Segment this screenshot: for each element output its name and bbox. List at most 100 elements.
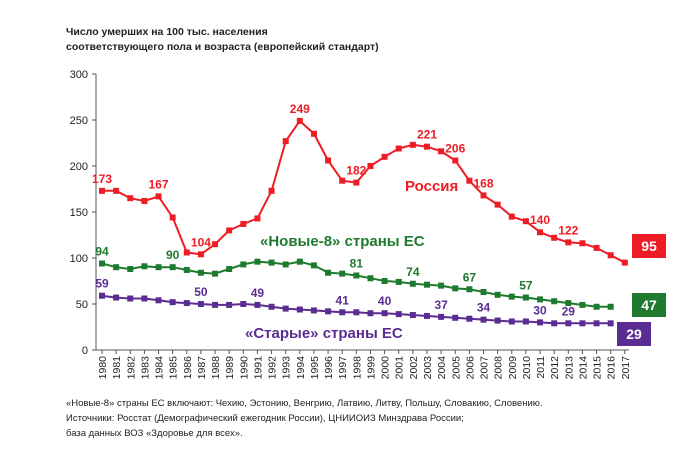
data-point bbox=[537, 296, 544, 303]
data-label: 122 bbox=[558, 223, 578, 237]
data-label: 104 bbox=[191, 235, 211, 249]
data-point bbox=[466, 315, 473, 322]
data-point bbox=[296, 306, 303, 313]
data-point bbox=[452, 285, 459, 292]
data-point bbox=[169, 214, 176, 221]
data-point bbox=[409, 280, 416, 287]
x-tick-label: 2001 bbox=[394, 356, 406, 380]
data-point bbox=[353, 272, 360, 279]
data-point bbox=[508, 213, 515, 220]
data-point bbox=[452, 157, 459, 164]
x-tick-label: 1986 bbox=[182, 356, 194, 380]
x-tick-label: 1985 bbox=[168, 356, 180, 380]
data-point bbox=[183, 249, 190, 256]
data-point bbox=[579, 240, 586, 247]
x-tick-label: 1995 bbox=[309, 356, 321, 380]
data-label: 140 bbox=[530, 213, 550, 227]
data-point bbox=[551, 234, 558, 241]
x-tick-label: 1997 bbox=[337, 356, 349, 380]
data-point bbox=[565, 239, 572, 246]
data-point bbox=[99, 292, 105, 299]
data-point bbox=[480, 192, 487, 199]
data-point bbox=[183, 266, 190, 273]
y-tick-label: 0 bbox=[82, 345, 88, 357]
data-label: 41 bbox=[336, 293, 350, 307]
y-tick-label: 300 bbox=[70, 69, 88, 81]
end-value-badge bbox=[632, 234, 666, 258]
data-point bbox=[197, 269, 204, 276]
data-point bbox=[141, 295, 148, 302]
data-point bbox=[353, 179, 360, 186]
data-point bbox=[99, 187, 105, 194]
data-point bbox=[282, 261, 289, 268]
data-point bbox=[325, 308, 332, 315]
x-tick-label: 2003 bbox=[422, 356, 434, 380]
data-point bbox=[183, 300, 190, 307]
data-point bbox=[381, 310, 388, 317]
data-point bbox=[127, 266, 134, 273]
x-tick-label: 1982 bbox=[125, 356, 137, 380]
data-label: 49 bbox=[251, 286, 265, 300]
data-label: 30 bbox=[533, 303, 547, 317]
data-point bbox=[226, 227, 233, 234]
data-point bbox=[282, 305, 289, 312]
data-point bbox=[367, 163, 374, 169]
x-tick-label: 1987 bbox=[196, 356, 208, 380]
data-label: 249 bbox=[290, 102, 310, 116]
x-tick-label: 2006 bbox=[464, 356, 476, 380]
data-point bbox=[508, 293, 515, 300]
data-point bbox=[127, 295, 134, 302]
data-point bbox=[381, 153, 388, 160]
data-point bbox=[212, 301, 219, 308]
x-tick-label: 2016 bbox=[606, 356, 618, 380]
x-tick-label: 2013 bbox=[563, 356, 575, 380]
data-point bbox=[522, 294, 529, 301]
data-label: 182 bbox=[346, 164, 366, 178]
data-point bbox=[296, 258, 303, 265]
x-tick-label: 1999 bbox=[365, 356, 377, 380]
data-label: 206 bbox=[445, 141, 465, 155]
data-point bbox=[423, 143, 430, 150]
data-point bbox=[508, 318, 515, 325]
chart-title-line-1: Число умерших на 100 тыс. населения bbox=[66, 26, 268, 38]
data-label: 74 bbox=[406, 265, 420, 279]
data-point bbox=[381, 278, 388, 284]
data-point bbox=[310, 307, 317, 314]
data-point bbox=[240, 301, 247, 307]
data-point bbox=[593, 320, 600, 327]
footnote-line-2: Источники: Росстат (Демографический ежег… bbox=[66, 413, 464, 424]
data-point bbox=[466, 177, 473, 184]
data-point bbox=[452, 314, 459, 321]
y-tick-label: 100 bbox=[70, 253, 88, 265]
data-point bbox=[325, 157, 332, 164]
data-point bbox=[551, 298, 558, 305]
data-point bbox=[607, 303, 614, 310]
data-point bbox=[579, 320, 586, 327]
data-point bbox=[254, 215, 261, 222]
x-tick-label: 1990 bbox=[238, 356, 250, 380]
data-point bbox=[353, 309, 360, 316]
data-point bbox=[395, 145, 402, 152]
data-point bbox=[155, 193, 162, 200]
x-tick-label: 2011 bbox=[535, 356, 547, 379]
data-point bbox=[466, 286, 473, 293]
x-tick-label: 2010 bbox=[521, 356, 533, 380]
data-point bbox=[367, 275, 374, 282]
footnote-line-1: «Новые-8» страны ЕС включают: Чехию, Эст… bbox=[66, 398, 543, 409]
data-point bbox=[127, 195, 134, 202]
data-point bbox=[537, 319, 544, 326]
x-tick-label: 1998 bbox=[351, 356, 363, 380]
data-point bbox=[155, 264, 162, 271]
data-point bbox=[480, 316, 487, 323]
data-point bbox=[169, 264, 176, 271]
chart-title-line-2: соответствующего пола и возраста (европе… bbox=[66, 41, 379, 53]
data-point bbox=[494, 291, 501, 298]
data-point bbox=[438, 148, 445, 155]
data-label: 167 bbox=[149, 177, 169, 191]
data-point bbox=[310, 262, 317, 269]
data-point bbox=[113, 294, 120, 301]
data-label: 67 bbox=[463, 270, 477, 284]
data-point bbox=[141, 197, 148, 204]
data-point bbox=[522, 218, 529, 225]
